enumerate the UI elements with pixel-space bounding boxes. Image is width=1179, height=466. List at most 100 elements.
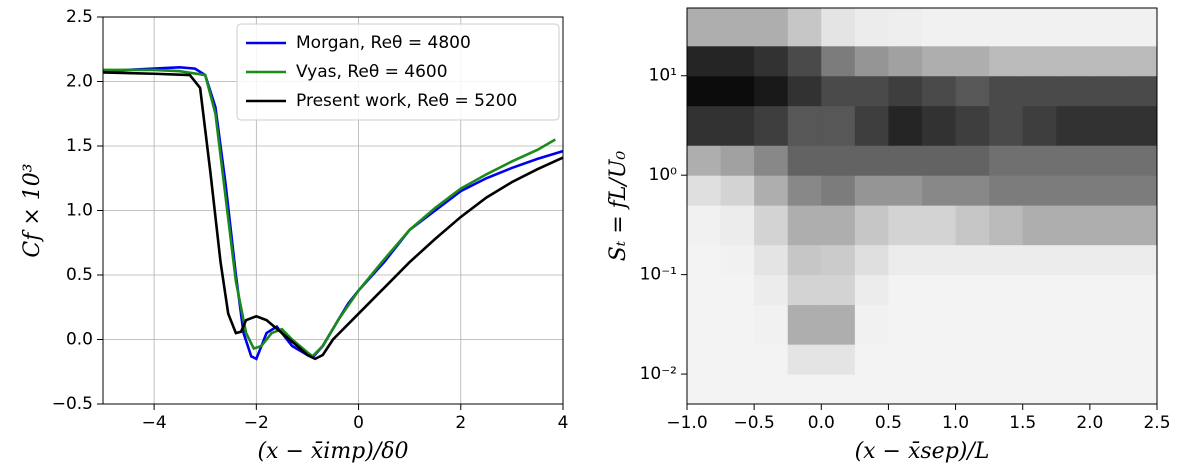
y-tick-label: 10⁻¹ bbox=[640, 265, 677, 285]
heat-cell bbox=[787, 8, 822, 47]
heat-cell bbox=[687, 205, 722, 246]
y-tick-label: 0.5 bbox=[66, 265, 93, 285]
heat-cell bbox=[1123, 205, 1158, 246]
heat-cell bbox=[955, 8, 990, 47]
y-tick-label: 1.5 bbox=[66, 136, 93, 156]
heat-cell bbox=[754, 344, 789, 375]
heat-cell bbox=[1089, 344, 1124, 375]
heat-cell bbox=[1056, 244, 1091, 276]
heat-cell bbox=[955, 145, 990, 176]
heat-cell bbox=[1089, 145, 1124, 176]
heat-cell bbox=[1022, 105, 1057, 146]
heat-cell bbox=[888, 304, 923, 345]
heat-cell bbox=[1089, 274, 1124, 306]
heat-cell bbox=[1056, 175, 1091, 206]
heat-cell bbox=[854, 205, 889, 246]
heat-cell bbox=[1089, 244, 1124, 276]
heat-cell bbox=[1022, 205, 1057, 246]
heat-cell bbox=[922, 374, 957, 405]
heat-cell bbox=[888, 145, 923, 176]
heat-cell bbox=[989, 244, 1024, 276]
x-tick-label: −2 bbox=[244, 413, 269, 433]
heat-cell bbox=[687, 244, 722, 276]
x-tick-label: 1.5 bbox=[1009, 413, 1036, 433]
heat-cell bbox=[1089, 374, 1124, 405]
heat-cell bbox=[754, 244, 789, 276]
heat-cell bbox=[821, 205, 856, 246]
y-axis-label: Cf × 10³ bbox=[20, 163, 45, 257]
y-tick-label: 2.5 bbox=[66, 7, 93, 27]
x-tick-label: −4 bbox=[142, 413, 167, 433]
heat-cell bbox=[1056, 344, 1091, 375]
line bbox=[103, 68, 556, 358]
x-tick-label: 2 bbox=[455, 413, 466, 433]
heat-cell bbox=[821, 145, 856, 176]
heat-cell bbox=[955, 105, 990, 146]
heat-cell bbox=[989, 274, 1024, 306]
legend-box bbox=[236, 23, 560, 121]
plot: −1.0 −0.5 0.0 0.5 1.0 1.5 2.0 2.5 10⁻² 10⁻¹ 10⁰ 10¹… bbox=[606, 7, 1171, 464]
heat-cell bbox=[1022, 374, 1057, 405]
heat-cell bbox=[854, 8, 889, 47]
heat-cell bbox=[989, 374, 1024, 405]
x-tick-label: 1.0 bbox=[942, 413, 969, 433]
heat-cell bbox=[922, 244, 957, 276]
heat-cell bbox=[955, 45, 990, 77]
heat-cell bbox=[854, 344, 889, 375]
heat-cell bbox=[1123, 274, 1158, 306]
heat-cell bbox=[854, 175, 889, 206]
heat-cell bbox=[687, 274, 722, 306]
heat-cell bbox=[1123, 45, 1158, 77]
legend-label: Morgan, Reθ = 4800 bbox=[296, 33, 471, 53]
heat-cell bbox=[955, 205, 990, 246]
heat-cell bbox=[922, 344, 957, 375]
heat-cell bbox=[720, 304, 755, 345]
heat-cell bbox=[922, 45, 957, 77]
heat-cell bbox=[1056, 105, 1091, 146]
heat-cell bbox=[1022, 304, 1057, 345]
heat-cell bbox=[1089, 45, 1124, 77]
y-axis-label: Sₜ = fL/U₀ bbox=[606, 151, 631, 262]
heat-cell bbox=[821, 75, 856, 107]
heat-cell bbox=[754, 145, 789, 176]
x-tick-label: 0 bbox=[353, 413, 364, 433]
heat-cell bbox=[955, 244, 990, 276]
x-tick-label: −1.0 bbox=[666, 413, 707, 433]
heat-cell bbox=[1022, 145, 1057, 176]
x-tick-label: 4 bbox=[558, 413, 569, 433]
heat-cell bbox=[821, 244, 856, 276]
heat-cell bbox=[1123, 344, 1158, 375]
heat-cell bbox=[720, 175, 755, 206]
heat-cell bbox=[821, 344, 856, 375]
heat-cell bbox=[821, 175, 856, 206]
heat-cell bbox=[922, 304, 957, 345]
heat-cell bbox=[1056, 75, 1091, 107]
heat-cell bbox=[720, 75, 755, 107]
x-axis-label: (x − x̄sep)/L bbox=[855, 439, 990, 464]
heat-cell bbox=[787, 45, 822, 77]
heat-cell bbox=[922, 274, 957, 306]
heat-cell bbox=[989, 145, 1024, 176]
heat-cell bbox=[754, 75, 789, 107]
heat-cell bbox=[1022, 45, 1057, 77]
axes-frame bbox=[686, 7, 1158, 405]
heat-cell bbox=[821, 105, 856, 146]
heat-cell bbox=[1022, 75, 1057, 107]
heat-cell bbox=[720, 145, 755, 176]
heat-cell bbox=[1089, 75, 1124, 107]
heat-cell bbox=[989, 205, 1024, 246]
heat-cell bbox=[888, 244, 923, 276]
heat-cell bbox=[1123, 8, 1158, 47]
heat-cell bbox=[720, 244, 755, 276]
heat-cell bbox=[888, 374, 923, 405]
heat-cell bbox=[720, 45, 755, 77]
heat-cell bbox=[922, 105, 957, 146]
heat-cell bbox=[888, 105, 923, 146]
heat-cell bbox=[888, 175, 923, 206]
heat-cell bbox=[720, 8, 755, 47]
heat-cell bbox=[854, 75, 889, 107]
legend-label: Vyas, Reθ = 4600 bbox=[296, 62, 448, 82]
heat-cell bbox=[754, 105, 789, 146]
heat-cell bbox=[955, 175, 990, 206]
heat-cell bbox=[854, 105, 889, 146]
